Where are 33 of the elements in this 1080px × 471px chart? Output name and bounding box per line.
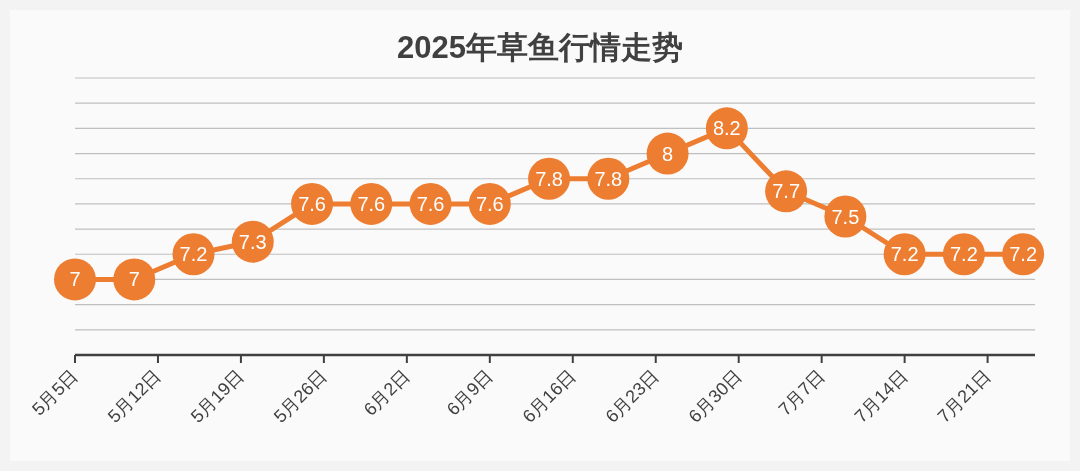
data-label: 7.6: [416, 192, 445, 215]
data-label: 7.2: [890, 243, 919, 266]
data-label: 8.2: [712, 117, 741, 140]
point: [54, 258, 96, 301]
x-tick-label: 6月2日: [359, 365, 414, 420]
x-tick-label: 7月7日: [774, 365, 829, 420]
x-tick-label: 5月19日: [186, 365, 248, 427]
data-label: 7.6: [357, 192, 386, 215]
x-tick-label: 7月14日: [850, 365, 912, 427]
data-label: 7.6: [298, 192, 326, 215]
x-tick-label: 6月16日: [518, 365, 580, 427]
data-label: 7.3: [238, 230, 267, 253]
x-tick-label: 6月23日: [601, 365, 663, 427]
x-tick-label: 7月21日: [933, 365, 995, 427]
data-label: 7.2: [179, 243, 208, 266]
data-label: 8: [662, 142, 674, 165]
x-tick-label: 5月26日: [269, 365, 331, 427]
x-tick-label: 5月12日: [103, 365, 165, 427]
data-label: 7.2: [1009, 243, 1038, 266]
data-label: 7.6: [475, 192, 504, 215]
x-tick-label: 5月5日: [28, 365, 82, 420]
data-label: 7.8: [535, 167, 563, 190]
point: [646, 132, 689, 175]
x-tick-label: 6月9日: [442, 365, 497, 420]
data-label: 7: [128, 268, 140, 291]
x-tick-label: 6月30日: [684, 365, 746, 427]
point: [113, 258, 156, 301]
data-label: 7: [69, 268, 81, 291]
chart-title: 2025年草鱼行情走势: [397, 30, 683, 65]
data-label: 7.8: [594, 167, 623, 190]
data-label: 7.2: [949, 243, 978, 266]
data-label: 7.5: [831, 205, 860, 228]
data-label: 7.7: [772, 180, 801, 203]
